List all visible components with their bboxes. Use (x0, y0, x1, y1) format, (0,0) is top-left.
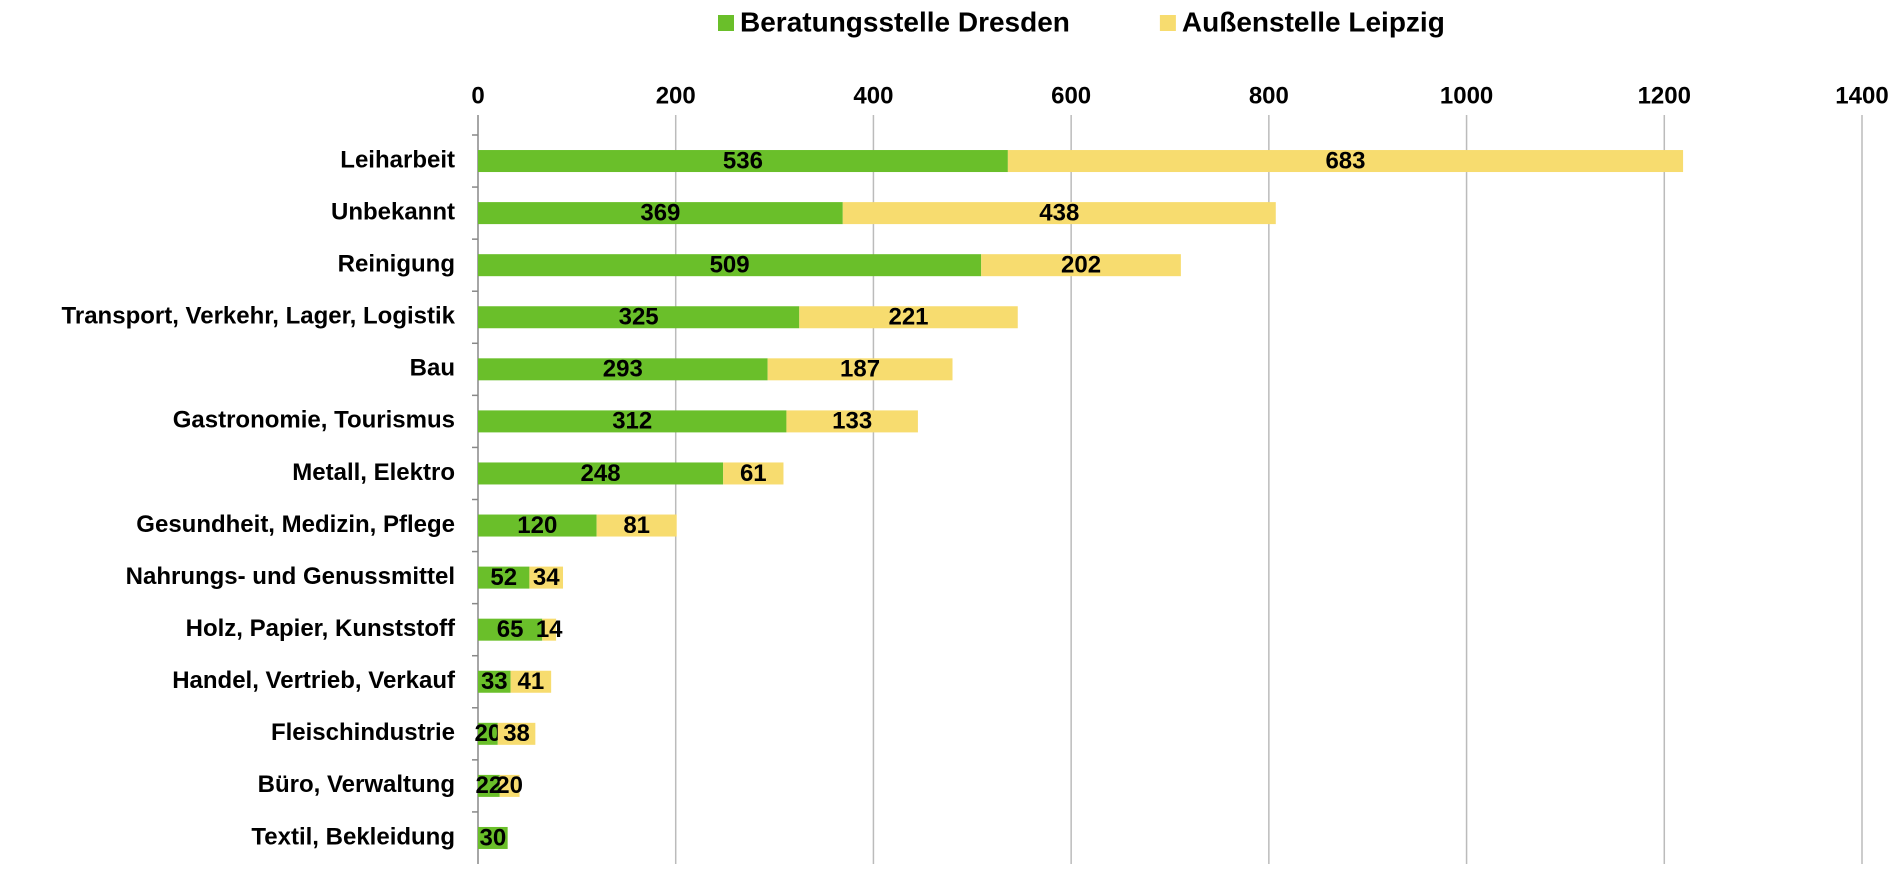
y-tick-label: Nahrungs- und Genussmittel (126, 563, 455, 590)
x-tick-label: 200 (656, 82, 696, 109)
data-label: 221 (888, 304, 928, 331)
y-tick-label: Fleischindustrie (271, 719, 455, 746)
y-tick-label: Leiharbeit (340, 146, 455, 173)
bar-segment (799, 306, 1018, 329)
y-tick-label: Gastronomie, Tourismus (173, 407, 455, 434)
x-tick-label: 1400 (1835, 82, 1888, 109)
x-tick-label: 1200 (1638, 82, 1691, 109)
y-tick-label: Bau (410, 355, 455, 382)
bar-segment (723, 462, 784, 485)
data-label: 438 (1039, 199, 1079, 226)
y-tick-label: Textil, Bekleidung (251, 823, 455, 850)
bar-segment (499, 774, 520, 797)
data-label: 325 (619, 304, 659, 331)
bar-segment (478, 774, 500, 797)
data-label: 120 (517, 512, 557, 539)
bar-segment (542, 618, 557, 641)
x-tick-label: 0 (471, 82, 484, 109)
data-label: 20 (475, 720, 502, 747)
x-tick-label: 600 (1051, 82, 1091, 109)
y-tick-label: Handel, Vertrieb, Verkauf (172, 667, 456, 694)
data-label: 202 (1061, 252, 1101, 279)
bar-segment (510, 670, 552, 693)
data-label: 187 (840, 356, 880, 383)
bar-segment (497, 722, 536, 745)
y-tick-label: Unbekannt (331, 198, 455, 225)
data-label: 34 (533, 564, 560, 591)
bar-segment (478, 722, 498, 745)
legend-swatch (718, 15, 734, 31)
data-label: 248 (581, 460, 621, 487)
legend-label: Beratungsstelle Dresden (740, 6, 1070, 37)
x-tick-label: 800 (1249, 82, 1289, 109)
x-tick-label: 1000 (1440, 82, 1493, 109)
y-tick-label: Büro, Verwaltung (258, 771, 455, 798)
bar-segment (767, 358, 953, 381)
bar-segment (478, 150, 1008, 173)
data-label: 52 (490, 564, 517, 591)
y-tick-label: Holz, Papier, Kunststoff (186, 615, 456, 642)
bar-segment (529, 566, 564, 589)
y-tick-label: Metall, Elektro (292, 459, 455, 486)
data-label: 61 (740, 460, 767, 487)
data-label: 81 (623, 512, 650, 539)
bar-segment (478, 462, 724, 485)
data-label: 20 (496, 772, 523, 799)
data-label: 536 (723, 147, 763, 174)
data-label: 65 (497, 616, 524, 643)
bar-segment (478, 826, 508, 849)
bar-segment (478, 670, 511, 693)
bar-segment (1007, 150, 1684, 173)
bar-segment (478, 566, 530, 589)
data-label: 133 (832, 408, 872, 435)
y-tick-label: Reinigung (338, 251, 455, 278)
bar-segment (478, 254, 982, 277)
data-label: 30 (479, 824, 506, 851)
bar-segment (786, 410, 918, 433)
bar-segment (596, 514, 677, 537)
legend-swatch (1159, 15, 1176, 31)
bar-segment (981, 254, 1181, 277)
data-label: 312 (612, 408, 652, 435)
data-label: 293 (603, 356, 643, 383)
bar-segment (478, 358, 768, 381)
bar-segment (478, 618, 543, 641)
data-label: 33 (481, 668, 508, 695)
data-label: 369 (640, 199, 680, 226)
bar-segment (478, 514, 597, 537)
legend-label: Außenstelle Leipzig (1182, 6, 1445, 37)
bar-segment (478, 202, 843, 225)
data-label: 22 (476, 772, 503, 799)
data-label: 41 (518, 668, 545, 695)
data-label: 38 (503, 720, 530, 747)
bar-segment (478, 410, 787, 433)
y-tick-label: Transport, Verkehr, Lager, Logistik (62, 303, 456, 330)
data-label: 509 (710, 252, 750, 279)
bar-segment (478, 306, 800, 329)
data-label: 14 (536, 616, 563, 643)
bar-segment (842, 202, 1276, 225)
y-tick-label: Gesundheit, Medizin, Pflege (136, 511, 455, 538)
data-label: 683 (1325, 147, 1365, 174)
x-tick-label: 400 (853, 82, 893, 109)
